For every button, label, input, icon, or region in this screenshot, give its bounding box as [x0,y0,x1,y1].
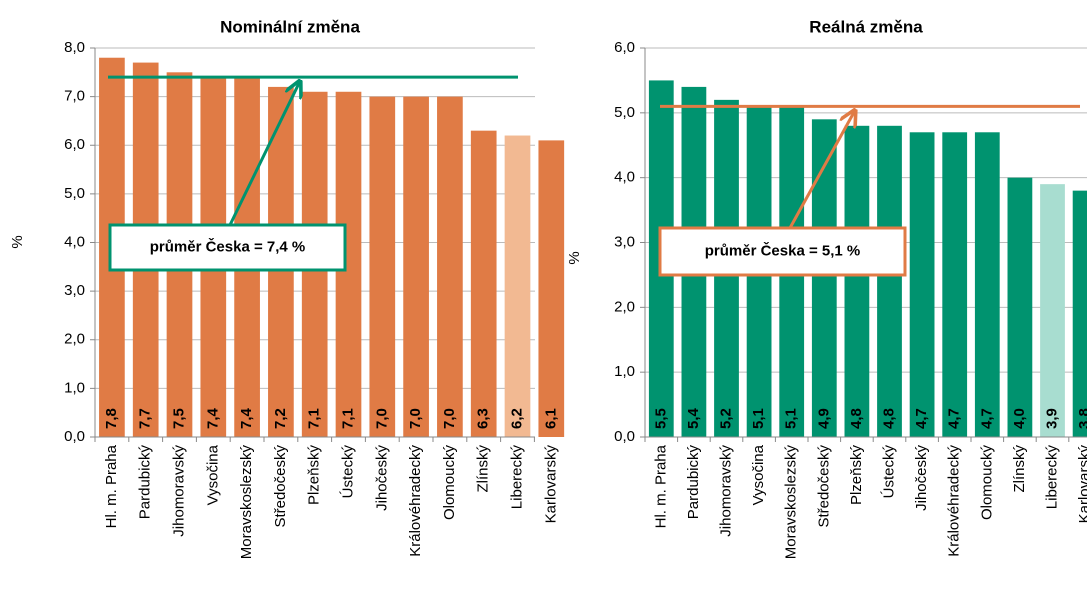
value-label: 4,7 [913,408,930,429]
value-label: 5,5 [652,408,669,429]
annotation-box [108,223,347,272]
value-label: 3,9 [1043,408,1060,429]
bar [909,132,935,438]
x-tick-label: Plzeňský [306,445,323,506]
x-tick-label: Pardubický [685,445,702,520]
x-tick-label: Karlovarský [1076,445,1087,524]
value-label: 7,0 [373,408,390,429]
x-tick-label: Vysočina [750,444,767,505]
value-label: 7,5 [170,408,187,429]
y-tick-label: 1,0 [614,363,635,380]
x-tick-label: Královéhradecký [946,445,963,557]
x-tick-label: Jihočeský [913,445,930,511]
value-label: 7,4 [238,407,255,429]
x-tick-label: Zlínský [475,445,492,493]
x-tick-label: Vysočina [204,444,221,505]
value-label: 5,4 [685,407,702,429]
y-tick-label: 0,0 [64,428,85,445]
value-label: 4,8 [848,408,865,429]
x-tick-label: Hl. m. Praha [103,444,120,528]
bar [974,132,1000,438]
x-tick-label: Ústecký [880,445,897,499]
value-label: 4,8 [880,408,897,429]
x-tick-label: Středočeský [815,445,832,528]
bar [877,125,902,438]
y-tick-label: 3,0 [64,282,85,299]
value-label: 7,8 [103,408,120,429]
value-label: 6,1 [542,408,559,429]
x-tick-label: Královéhradecký [407,445,424,557]
value-label: 4,7 [978,408,995,429]
bar [403,96,429,437]
bar [369,96,396,437]
chart-title: Reálná změna [809,17,923,36]
x-tick-label: Olomoucký [441,445,458,521]
annotation: průměr Česka = 5,1 % [705,241,861,259]
bar [1072,190,1087,437]
value-label: 4,9 [815,408,832,429]
x-tick-label: Moravskoslezský [783,445,800,560]
value-label: 7,1 [339,408,356,429]
x-tick-label: Středočeský [272,445,289,528]
value-label: 7,0 [441,408,458,429]
value-label: 5,2 [717,408,734,429]
value-label: 7,7 [137,408,154,429]
x-tick-label: Ústecký [339,445,356,499]
value-label: 7,2 [272,408,289,429]
bar [538,140,565,437]
value-label: 7,4 [204,407,221,429]
y-tick-label: 0,0 [614,428,635,445]
bar [811,119,837,438]
value-label: 5,1 [750,408,767,429]
annotation-box [658,226,907,277]
x-tick-label: Karlovarský [542,445,559,524]
chart-title: Nominální změna [220,17,360,36]
value-label: 4,7 [946,408,963,429]
value-label: 4,0 [1011,408,1028,429]
value-label: 7,0 [407,408,424,429]
bar [942,132,968,438]
x-tick-label: Olomoucký [978,445,995,521]
value-label: 6,3 [475,408,492,429]
x-tick-label: Moravskoslezský [238,445,255,560]
y-tick-label: 8,0 [64,39,85,56]
y-tick-label: 6,0 [64,136,85,153]
x-tick-label: Hl. m. Praha [652,444,669,528]
bar [1007,177,1033,437]
y-tick-label: 2,0 [64,331,85,348]
x-tick-label: Jihomoravský [717,445,734,537]
y-tick-label: 2,0 [614,298,635,315]
y-tick-label: 3,0 [614,233,635,250]
value-label: 5,1 [783,408,800,429]
y-tick-label: 4,0 [614,169,635,186]
y-axis-label: % [566,251,583,264]
value-label: 6,2 [508,408,525,429]
arrow [228,81,300,226]
value-label: 3,8 [1076,408,1087,429]
bar [1040,184,1065,437]
x-tick-label: Jihomoravský [170,445,187,537]
y-tick-label: 5,0 [614,104,635,121]
arrow [788,110,855,229]
bar [437,96,463,437]
x-tick-label: Liberecký [508,445,525,510]
y-tick-label: 1,0 [64,379,85,396]
x-tick-label: Zlínský [1011,445,1028,493]
bar [504,135,531,437]
x-tick-label: Jihočeský [373,445,390,511]
bar [844,125,870,438]
y-tick-label: 5,0 [64,185,85,202]
bar [470,130,497,437]
y-axis-label: % [9,235,26,248]
x-tick-label: Liberecký [1043,445,1060,510]
value-label: 7,1 [306,408,323,429]
annotation: průměr Česka = 7,4 % [150,237,306,255]
y-tick-label: 7,0 [64,88,85,105]
x-tick-label: Pardubický [137,445,154,520]
x-tick-label: Plzeňský [848,445,865,506]
y-tick-label: 6,0 [614,39,635,56]
y-tick-label: 4,0 [64,233,85,250]
